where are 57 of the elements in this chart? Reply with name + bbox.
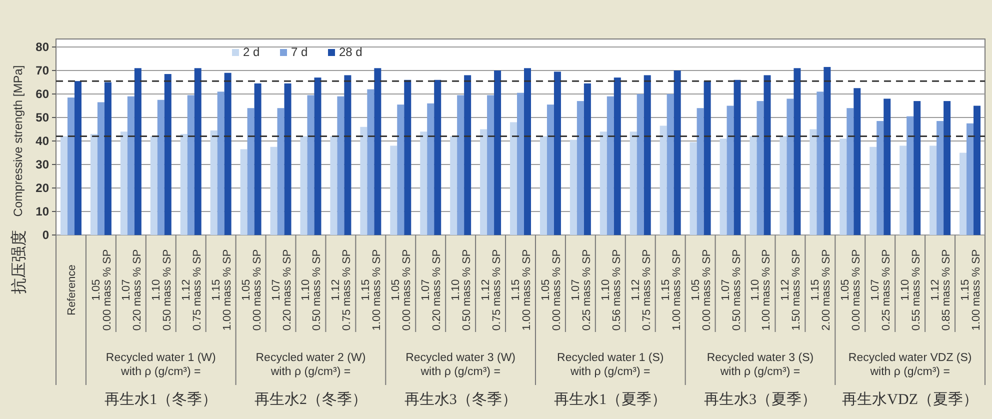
- x-tick-label: 1.15 1.00 mass % SP: [510, 249, 533, 331]
- x-tick-label: 1.07 0.25 mass % SP: [870, 249, 893, 331]
- x-tick-label: 1.07 0.20 mass % SP: [270, 249, 294, 331]
- x-tick-label: 1.07 0.50 mass % SP: [720, 249, 743, 331]
- y-tick-label: 20: [36, 181, 50, 195]
- text: Recycled water VDZ (S) with ρ (g/cm³) =: [848, 352, 972, 378]
- x-tick-label: 1.05 0.00 mass % SP: [840, 249, 863, 331]
- text: 再生水1（夏季）: [554, 391, 667, 408]
- x-tick-label: 1.12 0.75 mass % SP: [330, 249, 354, 331]
- text: Recycled water 1 (W) with ρ (g/cm³) =: [106, 352, 216, 378]
- x-tick-label: 1.05 0.00 mass % SP: [90, 249, 114, 331]
- legend-label: 2 d: [243, 45, 260, 59]
- y-tick-label: 50: [36, 110, 50, 124]
- x-tick-label: 1.15 1.00 mass % SP: [360, 249, 384, 331]
- text: 再生水2（冬季）: [254, 391, 367, 408]
- y-tick-label: 0: [42, 228, 50, 242]
- text: Recycled water 3 (S) with ρ (g/cm³) =: [706, 352, 814, 378]
- text: 再生水1（冬季）: [104, 391, 218, 408]
- x-tick-label: 1.10 0.56 mass % SP: [600, 249, 623, 331]
- y-tick-label: 10: [36, 204, 50, 218]
- x-tick-label: 1.12 0.75 mass % SP: [180, 249, 204, 331]
- y-tick-label: 70: [36, 64, 50, 78]
- x-tick-label: 1.07 0.25 mass % SP: [570, 249, 593, 331]
- x-tick-label: 1.15 1.00 mass % SP: [660, 249, 683, 331]
- text: 再生水3（冬季）: [404, 391, 517, 408]
- text: Recycled water 3 (W) with ρ (g/cm³) =: [406, 352, 516, 378]
- text: 再生水VDZ（夏季）: [842, 391, 978, 408]
- x-tick-label: 1.07 0.20 mass % SP: [120, 249, 144, 331]
- y-axis-title: Compressive strength [MPa]: [11, 65, 25, 217]
- x-tick-label: 1.10 1.00 mass % SP: [750, 249, 773, 331]
- legend-label: 7 d: [291, 45, 308, 59]
- x-tick-label: 1.07 0.20 mass % SP: [420, 249, 444, 331]
- x-tick-label: 1.10 0.50 mass % SP: [450, 249, 474, 331]
- x-tick-label: 1.12 0.85 mass % SP: [930, 249, 953, 331]
- text: 再生水3（夏季）: [704, 391, 816, 408]
- x-tick-label: Reference: [66, 264, 78, 316]
- x-tick-label: 1.10 0.50 mass % SP: [300, 249, 324, 331]
- x-tick-label: 1.15 1.00 mass % SP: [210, 249, 234, 331]
- x-tick-label: 1.12 1.50 mass % SP: [780, 249, 803, 331]
- y-tick-label: 80: [36, 40, 50, 54]
- x-tick-label: 1.15 2.00 mass % SP: [810, 249, 833, 331]
- x-tick-label: 1.05 0.00 mass % SP: [540, 249, 563, 331]
- y-tick-label: 60: [36, 87, 50, 101]
- x-tick-label: 1.12 0.75 mass % SP: [480, 249, 504, 331]
- x-tick-label: 1.10 0.50 mass % SP: [150, 249, 174, 331]
- text: Recycled water 2 (W) with ρ (g/cm³) =: [256, 352, 366, 378]
- text: Recycled water 1 (S) with ρ (g/cm³) =: [557, 352, 664, 378]
- x-tick-label: 1.10 0.55 mass % SP: [900, 249, 923, 331]
- y-tick-label: 30: [36, 158, 50, 172]
- x-tick-label: 1.12 0.75 mass % SP: [630, 249, 653, 331]
- legend-label: 28 d: [339, 45, 362, 59]
- y-tick-label: 40: [36, 134, 50, 148]
- x-tick-label: 1.05 0.00 mass % SP: [690, 249, 713, 331]
- x-tick-label: 1.05 0.00 mass % SP: [240, 249, 264, 331]
- x-tick-label: 1.05 0.00 mass % SP: [390, 249, 414, 331]
- text: 抗压强度: [10, 230, 28, 294]
- x-tick-label: 1.15 1.00 mass % SP: [960, 249, 983, 331]
